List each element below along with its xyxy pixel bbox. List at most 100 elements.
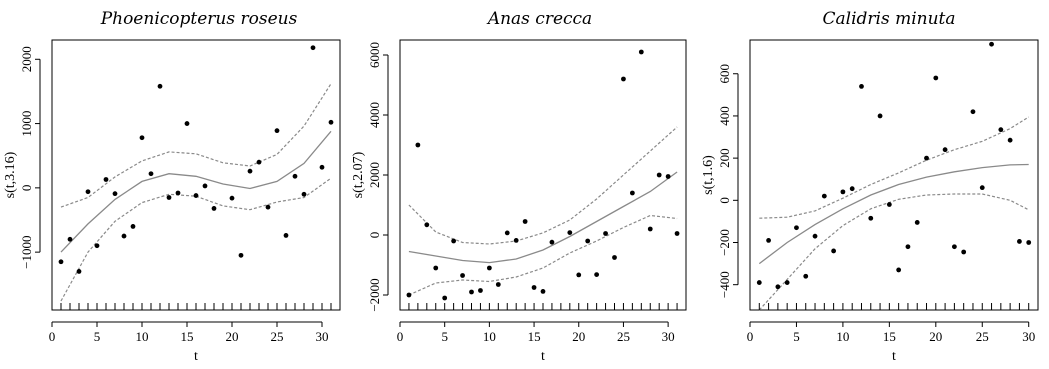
data-point [951,244,957,250]
data-point [849,186,855,192]
data-point [812,233,818,239]
data-point [94,243,100,249]
data-point [612,255,617,260]
x-tick-label: 20 [929,329,942,344]
data-point [229,195,235,201]
data-point [292,173,298,179]
x-tick-label: 0 [49,329,56,344]
x-axis-label: t [892,349,896,364]
x-tick-label: 0 [747,329,754,344]
data-point [794,225,799,231]
data-point [319,164,325,170]
data-point [877,113,883,119]
data-point [647,226,653,232]
data-point [238,252,244,258]
data-point [766,237,771,243]
data-point [1026,240,1032,245]
data-point [283,233,289,238]
x-tick-label: 15 [883,329,896,344]
data-point [859,84,864,89]
y-axis-label: s(t,1.6) [701,155,716,195]
x-tick-label: 25 [976,329,989,344]
data-point [112,191,118,197]
data-point [886,202,892,207]
data-point [942,147,948,153]
plot-frame [399,39,687,311]
x-tick-label: 20 [226,329,239,344]
y-tick-label: 600 [717,64,732,84]
data-point [989,41,994,47]
data-point [998,127,1004,133]
data-point [67,236,73,242]
data-point [121,233,127,239]
x-tick-label: 15 [181,329,194,344]
data-point [184,121,190,126]
lower-confidence-band [408,214,678,296]
data-point [914,220,920,225]
x-tick-label: 10 [136,329,149,344]
y-tick-label: −1000 [19,235,34,268]
data-point [665,174,671,179]
panel-2: Anas crecca 0 5 10 15 20 25 30 t −2000 0 2000 4000 60… [351,9,687,364]
data-point [540,289,546,294]
x-tick-label: 0 [397,329,404,344]
upper-confidence-band [408,126,678,245]
data-point [166,195,172,200]
data-point [924,155,929,161]
data-point [803,273,809,279]
y-tick-label: 0 [717,197,732,204]
y-tick-label: −2000 [367,278,382,311]
data-point [896,267,902,273]
panel-title: Anas crecca [486,9,592,29]
y-axis-label: s(t,3.16) [3,151,18,198]
data-point [193,193,199,198]
x-tick-label: 30 [316,329,329,344]
x-tick-label: 30 [1022,329,1035,344]
data-point [638,49,644,55]
data-point [247,168,253,174]
data-point [469,289,474,295]
data-point [148,171,154,177]
data-point [139,135,145,141]
y-tick-label: −400 [717,271,732,298]
data-point [442,295,448,301]
x-tick-label: 5 [441,329,448,344]
data-point [406,292,412,298]
data-point [310,45,316,51]
panel-title: Phoenicopterus roseus [100,9,298,29]
data-point [478,288,483,293]
data-point [868,215,874,221]
data-point [549,239,555,245]
data-point [567,230,573,236]
x-tick-label: 25 [617,329,630,344]
plot-frame [749,39,1039,311]
y-tick-label: 2000 [19,46,34,72]
x-tick-label: 15 [528,329,541,344]
panel-3: Calidris minuta 0 5 10 15 20 25 30 t −400 −200 0 200… [701,9,1039,364]
data-point [840,189,846,195]
data-point [594,272,600,277]
data-point [531,285,537,290]
data-point [970,109,976,115]
data-point [775,284,781,290]
x-tick-label: 5 [94,329,101,344]
x-tick-label: 10 [483,329,496,344]
upper-confidence-band [759,116,1030,219]
x-tick-label: 10 [836,329,849,344]
data-point [415,142,421,148]
data-point [513,238,519,243]
y-axis-label: s(t,2.07) [351,151,366,198]
x-axis-label: t [194,349,198,364]
data-point [504,230,510,236]
data-point [831,248,837,254]
fitted-smooth-line [758,163,1029,265]
data-point [433,265,439,271]
data-point [256,159,262,165]
y-tick-label: 200 [717,148,732,168]
data-point [933,75,939,81]
data-point [274,128,280,134]
data-point [961,249,967,255]
y-tick-label: 2000 [367,162,382,188]
y-tick-label: 6000 [367,42,382,68]
data-point [656,172,662,178]
